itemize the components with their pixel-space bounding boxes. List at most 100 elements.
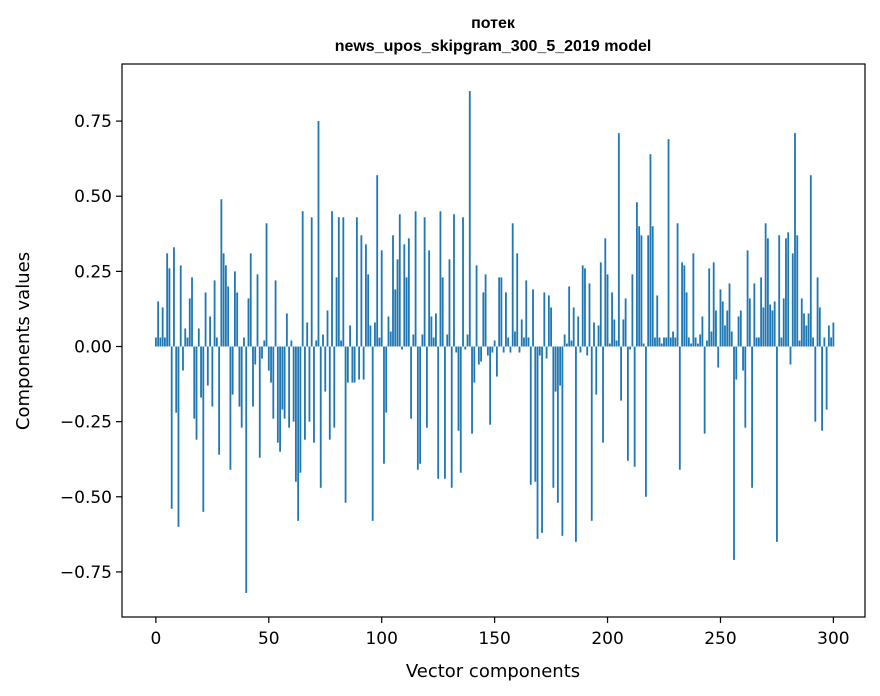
- bar: [317, 121, 320, 347]
- bar: [733, 346, 735, 560]
- bar: [435, 313, 437, 347]
- bar: [541, 346, 543, 533]
- bar: [588, 283, 591, 347]
- y-tick-label: −0.25: [60, 413, 112, 433]
- bar: [234, 271, 236, 347]
- bar: [685, 292, 688, 347]
- bar: [197, 328, 200, 347]
- x-tick-label: 50: [258, 629, 280, 649]
- y-axis-label: Components values: [13, 252, 34, 430]
- bar: [495, 346, 498, 377]
- bar: [301, 211, 304, 347]
- bar: [785, 238, 787, 347]
- bar: [626, 346, 629, 461]
- bar: [315, 340, 318, 347]
- bar: [489, 346, 492, 425]
- bar: [285, 313, 288, 347]
- bar: [715, 310, 717, 347]
- bar: [751, 346, 753, 488]
- bar: [340, 340, 342, 347]
- bar: [191, 277, 193, 347]
- bar: [405, 277, 408, 347]
- bar: [649, 154, 652, 347]
- bar: [737, 316, 740, 347]
- bar: [742, 346, 744, 371]
- bar: [491, 346, 494, 353]
- bar: [776, 346, 778, 542]
- bar: [369, 325, 372, 347]
- bar: [809, 175, 812, 347]
- bar: [629, 346, 632, 350]
- bar: [636, 202, 638, 347]
- bar: [647, 235, 650, 347]
- bar: [182, 346, 184, 371]
- bar: [297, 346, 300, 521]
- bar: [827, 325, 830, 347]
- bar: [575, 346, 577, 542]
- bar: [211, 346, 214, 407]
- bar: [604, 238, 607, 347]
- bar: [766, 238, 769, 347]
- y-tick-label: 0.75: [74, 112, 112, 132]
- bar: [532, 289, 534, 347]
- bar: [272, 346, 275, 419]
- bar: [392, 235, 394, 347]
- bar: [394, 289, 397, 347]
- x-tick-label: 100: [365, 629, 397, 649]
- bar: [807, 313, 810, 347]
- bar: [721, 301, 724, 347]
- bar: [703, 346, 706, 434]
- bar: [617, 133, 620, 347]
- bar: [717, 346, 720, 368]
- bar: [638, 226, 641, 347]
- bar: [669, 337, 672, 347]
- bar: [486, 346, 489, 356]
- bar: [240, 346, 243, 428]
- bar: [401, 346, 403, 350]
- bar: [708, 268, 711, 347]
- bar: [696, 343, 699, 347]
- y-tick-label: 0.00: [74, 338, 112, 358]
- bar: [821, 346, 823, 431]
- bar: [516, 253, 519, 347]
- bar: [547, 295, 550, 347]
- bar: [213, 280, 216, 347]
- bar: [362, 346, 365, 380]
- bar: [753, 283, 756, 347]
- bar: [380, 250, 383, 347]
- bar: [188, 298, 191, 347]
- bar: [229, 346, 232, 470]
- bar: [283, 346, 286, 419]
- bar: [360, 235, 363, 347]
- bar: [825, 346, 828, 410]
- bar: [642, 343, 645, 347]
- bar: [308, 346, 311, 422]
- bar: [706, 340, 708, 347]
- bar: [631, 274, 634, 347]
- bar: [403, 244, 406, 347]
- bar: [812, 337, 814, 347]
- bar: [164, 337, 166, 347]
- bar: [288, 346, 291, 428]
- bar: [764, 223, 767, 347]
- bar: [728, 283, 731, 347]
- bar: [615, 340, 618, 347]
- bar: [157, 301, 160, 347]
- bar: [184, 328, 187, 347]
- bar: [351, 346, 354, 383]
- bar: [656, 295, 659, 347]
- bar: [299, 346, 302, 473]
- bar: [204, 292, 207, 347]
- bar: [423, 217, 426, 347]
- bar: [322, 334, 324, 347]
- bar: [358, 346, 361, 380]
- bar: [602, 346, 604, 443]
- bar: [552, 346, 555, 488]
- y-axis-ticks: −0.75 −0.50 −0.25 0.00 0.25 0.50 0.75: [60, 112, 122, 583]
- bar: [611, 292, 613, 347]
- bar: [441, 277, 444, 347]
- bar: [608, 343, 611, 347]
- bar: [663, 337, 665, 347]
- bar: [597, 325, 600, 347]
